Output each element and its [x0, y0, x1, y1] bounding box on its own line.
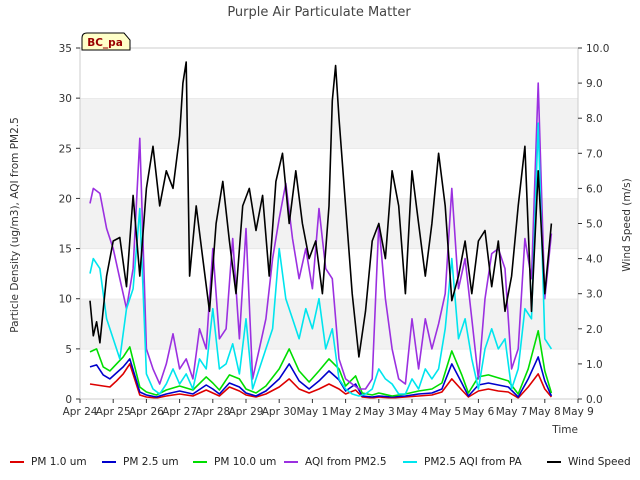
y-tick-label: 0: [65, 394, 72, 406]
grid-band: [80, 98, 578, 149]
legend-label: PM 1.0 um: [31, 456, 87, 468]
legend: PM 1.0 um PM 2.5 um PM 10.0 um AQI from PM2…: [10, 456, 631, 468]
x-tick-label: Apr 26: [129, 406, 164, 418]
y-axis-label: Particle Density (ug/m3), AQI from PM2.5: [9, 117, 21, 333]
x-tick-label: Apr 29: [229, 406, 264, 418]
x-tick-label: May 1: [297, 406, 329, 418]
legend-label: PM2.5 AQI from PA: [424, 456, 523, 468]
y2-tick-label: 9.0: [586, 78, 603, 90]
legend-label: PM 2.5 um: [123, 456, 179, 468]
series-line-pm-1-0-um: [89, 363, 553, 399]
y2-tick-label: 6.0: [586, 183, 603, 195]
x-tick-label: Apr 25: [96, 406, 131, 418]
right-axis: 0.0 1.0 2.0 3.0 4.0 5.0 6.0 7.0 8.0 9.0 10.0: [578, 43, 609, 406]
y2-tick-label: 1.0: [586, 359, 603, 371]
y-tick-label: 25: [59, 143, 72, 155]
y2-tick-label: 8.0: [586, 113, 603, 125]
x-tick-label: May 9: [562, 406, 594, 418]
chart-title: Purple Air Particulate Matter: [227, 5, 411, 20]
site-badge: BC_pa: [81, 32, 131, 51]
legend-label: Wind Speed: [568, 456, 631, 468]
series-layer: [89, 61, 553, 399]
x-tick-label: May 3: [363, 406, 395, 418]
y2-tick-label: 10.0: [586, 43, 609, 55]
x-axis-label: Time: [551, 424, 578, 436]
legend-item: PM 10.0 um: [193, 456, 276, 468]
x-tick-label: May 4: [396, 406, 428, 418]
site-badge-label: BC_pa: [87, 37, 123, 49]
y-tick-label: 30: [59, 93, 72, 105]
y2-tick-label: 5.0: [586, 219, 603, 231]
legend-item: AQI from PM2.5: [284, 456, 387, 468]
y-tick-label: 15: [59, 244, 72, 256]
y2-tick-label: 0.0: [586, 394, 603, 406]
x-tick-label: Apr 24: [63, 406, 98, 418]
x-tick-label: May 2: [330, 406, 362, 418]
y2-tick-label: 4.0: [586, 254, 603, 266]
legend-label: PM 10.0 um: [214, 456, 276, 468]
y-tick-label: 35: [59, 43, 72, 55]
y-tick-label: 20: [59, 193, 72, 205]
legend-item: Wind Speed: [547, 456, 631, 468]
legend-item: PM2.5 AQI from PA: [403, 456, 523, 468]
x-tick-label: May 6: [463, 406, 495, 418]
y2-tick-label: 2.0: [586, 324, 603, 336]
y2-tick-label: 3.0: [586, 289, 603, 301]
legend-item: PM 1.0 um: [10, 456, 87, 468]
grid-band: [80, 48, 578, 99]
y-tick-label: 5: [65, 344, 72, 356]
x-tick-label: Apr 28: [195, 406, 230, 418]
series-line-pm-2-5-um: [89, 356, 553, 398]
x-tick-label: May 5: [429, 406, 461, 418]
legend-label: AQI from PM2.5: [305, 456, 387, 468]
x-tick-label: Apr 27: [162, 406, 197, 418]
series-line-pm2-5-aqi-from-pa: [89, 122, 553, 397]
series-line-wind-speed: [89, 61, 553, 358]
legend-item: PM 2.5 um: [102, 456, 179, 468]
y2-tick-label: 7.0: [586, 148, 603, 160]
x-tick-label: May 8: [529, 406, 561, 418]
x-tick-label: May 7: [496, 406, 528, 418]
x-tick-label: Apr 30: [262, 406, 297, 418]
series-line-aqi-from-pm2-5: [89, 82, 553, 390]
y-tick-label: 10: [59, 294, 72, 306]
y2-axis-label: Wind Speed (m/s): [621, 178, 633, 271]
left-axis: 0 5 10 15 20 25 30 35: [59, 43, 80, 406]
grid-bands: [80, 47, 578, 399]
